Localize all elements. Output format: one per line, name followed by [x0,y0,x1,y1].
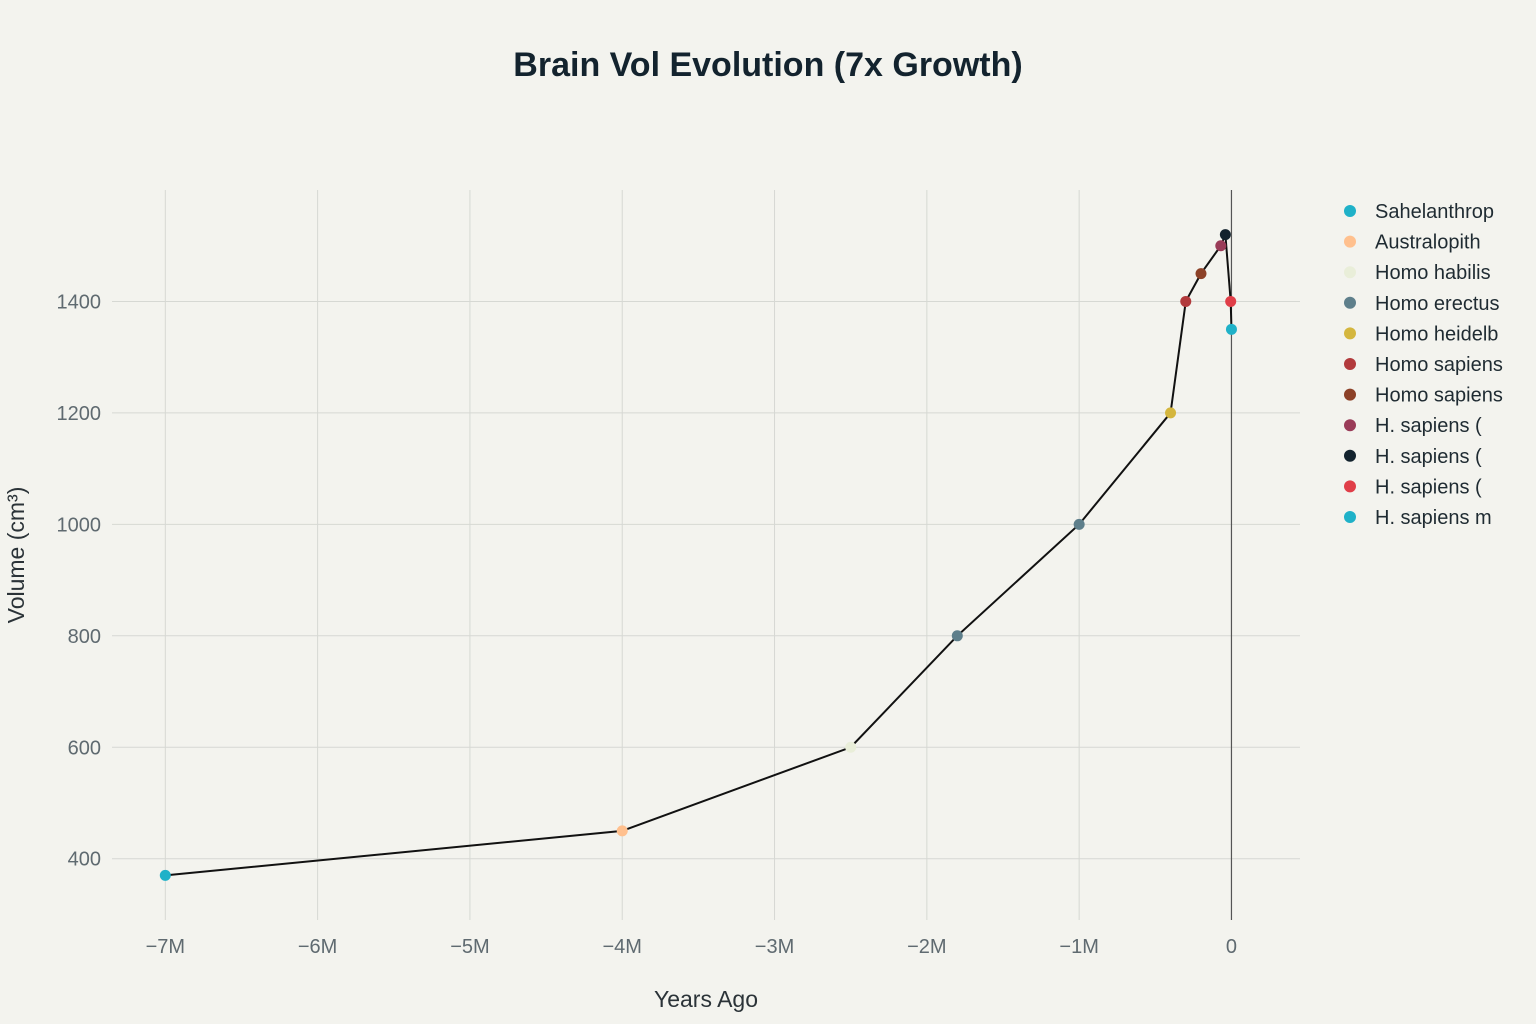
x-tick-label: −4M [602,936,641,958]
x-tick-label: −5M [450,936,489,958]
grid [112,190,1300,920]
data-point [616,825,628,837]
legend-marker [1344,205,1356,217]
y-tick-label: 1400 [57,291,102,313]
x-tick-label: −6M [298,936,337,958]
x-tick-label: −1M [1059,936,1098,958]
legend-marker [1344,449,1356,462]
y-tick-label: 600 [68,737,101,759]
x-axis-ticks: −7M −6M −5M −4M −3M −2M −1M 0 [146,936,1237,958]
y-tick-label: 800 [68,626,101,648]
legend-marker [1344,266,1356,279]
legend: Sahelanthrop Australopith Homo habilis Homo… [1344,201,1503,529]
data-point [1165,407,1177,419]
data-point [845,741,857,753]
legend-marker [1344,327,1356,340]
y-axis-label: Volume (cm³) [3,487,29,624]
data-point [1225,295,1237,307]
data-points [159,229,1237,881]
legend-marker [1344,235,1356,248]
series-line [165,234,1233,877]
chart-title: Brain Vol Evolution (7x Growth) [513,46,1022,84]
x-tick-label: −7M [146,936,185,958]
legend-label: H. sapiens ( [1375,446,1482,468]
legend-label: H. sapiens ( [1375,476,1482,498]
legend-marker [1344,480,1356,493]
legend-marker [1344,296,1356,309]
data-point [951,630,963,642]
legend-label: Homo sapiens [1375,385,1503,407]
data-point [1215,240,1227,252]
data-point [1180,295,1192,307]
y-tick-label: 400 [68,849,101,871]
y-tick-label: 1200 [57,403,102,425]
legend-marker [1344,419,1356,432]
legend-label: Homo heidelb [1375,323,1498,345]
data-point [1225,323,1237,335]
data-point [1195,268,1207,280]
legend-label: H. sapiens m [1375,507,1492,529]
y-axis-ticks: 400 600 800 1000 1200 1400 [57,291,102,870]
legend-marker [1344,511,1356,523]
data-point [1219,229,1231,241]
x-tick-label: 0 [1226,936,1237,958]
legend-label: H. sapiens ( [1375,415,1482,437]
data-point [1073,518,1085,530]
legend-label: Homo sapiens [1375,354,1503,376]
legend-label: Homo erectus [1375,293,1500,315]
x-axis-label: Years Ago [654,986,758,1012]
legend-marker [1344,358,1356,370]
x-tick-label: −3M [755,936,794,958]
legend-label: Homo habilis [1375,262,1491,284]
x-tick-label: −2M [907,936,946,958]
legend-marker [1344,388,1356,401]
y-tick-label: 1000 [57,514,102,536]
legend-label: Australopith [1375,232,1481,254]
data-point [159,869,171,881]
legend-label: Sahelanthrop [1375,201,1494,223]
